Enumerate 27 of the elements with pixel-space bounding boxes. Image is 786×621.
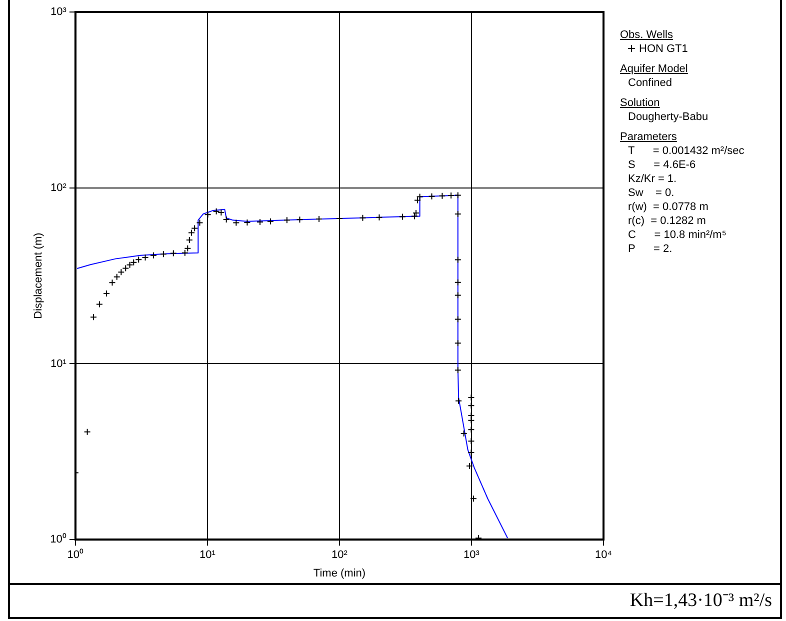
legend-title: Obs. Wells: [620, 28, 674, 42]
text: Parameters: [620, 130, 678, 144]
text: Aquifer Model: [620, 62, 689, 76]
text: Kz/Kr = 1.: [627, 172, 678, 186]
x-tick-label: 10¹: [200, 549, 216, 562]
text: S = 4.6E-6: [627, 158, 697, 172]
x-tick-label: 10⁴: [595, 549, 612, 562]
x-axis-title: Time (min): [313, 567, 366, 580]
legend-label: HON GT1: [639, 43, 688, 55]
x-tick-label: 10⁰: [67, 548, 84, 562]
text: P = 2.: [627, 242, 674, 256]
x-tick-label: 10³: [464, 549, 480, 562]
y-axis-title: Displacement (m): [32, 232, 45, 319]
text: Sw = 0.: [627, 186, 676, 200]
text: Kh=1,43·10⁻³ m²/s: [8, 583, 782, 619]
text: Dougherty-Babu: [627, 110, 710, 124]
text: r(c) = 0.1282 m: [627, 214, 707, 228]
y-tick-label: 10³: [50, 6, 67, 18]
text: Confined: [627, 76, 674, 90]
y-tick-label: 10¹: [50, 358, 67, 370]
text: r(w) = 0.0778 m: [627, 200, 710, 214]
text: C = 10.8 min²/m⁵: [627, 228, 728, 242]
y-tick-label: 10⁰: [50, 532, 66, 546]
y-tick-label: 10²: [50, 182, 67, 194]
text: Solution: [620, 96, 661, 110]
text: T = 0.001432 m²/sec: [627, 144, 744, 158]
x-tick-label: 10²: [332, 549, 348, 562]
